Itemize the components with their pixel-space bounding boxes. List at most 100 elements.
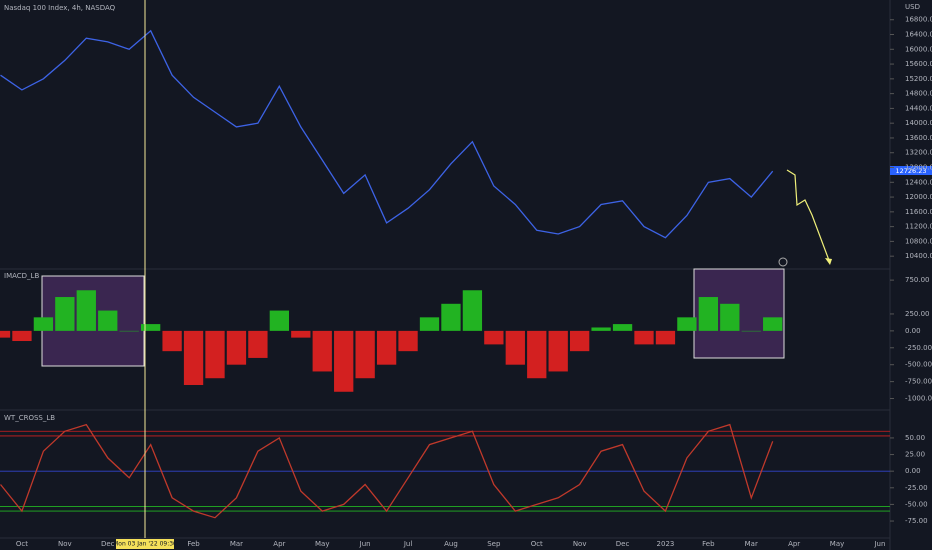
x-tick-label: Oct [531, 540, 543, 548]
arrow-head [825, 258, 832, 265]
y-tick-label: 25.00 [905, 451, 925, 459]
histogram-bar [376, 330, 397, 365]
y-tick-label: -750.00 [905, 378, 932, 386]
wt-line [0, 423, 774, 519]
histogram-bar [527, 330, 547, 379]
histogram-bar [419, 317, 440, 331]
y-tick-label: -250.00 [905, 344, 932, 352]
pane-title: IMACD_LB [4, 272, 39, 280]
price-line [0, 29, 774, 239]
histogram-bar [484, 330, 504, 345]
y-tick-label: 14400.00 [905, 104, 932, 112]
x-tick-label: Feb [702, 540, 715, 548]
crosshair-label: Mon 03 Jan '22 09:30 [113, 541, 177, 548]
crosshair-label-bg [116, 539, 174, 549]
x-tick-label: 2023 [657, 540, 675, 548]
histogram-bar [334, 330, 354, 392]
currency: USD [905, 3, 920, 11]
y-tick-label: 11200.00 [905, 223, 932, 231]
y-tick-label: 50.00 [905, 434, 925, 442]
projection-arrow [786, 169, 831, 264]
y-tick-label: 12400.00 [905, 178, 932, 186]
x-tick-label: Feb [187, 540, 200, 548]
y-tick-label: 12000.00 [905, 193, 932, 201]
x-tick-label: Dec [101, 540, 115, 548]
y-tick-label: 750.00 [905, 276, 930, 284]
y-tick-label: 10800.00 [905, 237, 932, 245]
histogram-bar [33, 317, 54, 331]
y-tick-label: 14800.00 [905, 90, 932, 98]
histogram-bar [12, 330, 32, 342]
x-tick-label: Nov [573, 540, 587, 548]
y-tick-label: -500.00 [905, 361, 932, 369]
histogram-bar [741, 330, 761, 332]
histogram-bar [162, 330, 182, 352]
x-tick-label: May [315, 540, 329, 548]
y-tick-label: -50.00 [905, 500, 928, 508]
histogram-bar [312, 330, 332, 372]
price-label-bg [890, 166, 932, 175]
histogram-bar [398, 330, 418, 352]
pane-title: WT_CROSS_LB [4, 414, 55, 422]
histogram-bar [634, 330, 654, 345]
histogram-bar [591, 327, 611, 331]
histogram-bar [441, 303, 461, 331]
y-tick-label: 16400.00 [905, 31, 932, 39]
y-tick-label: 250.00 [905, 310, 930, 318]
histogram-bar [355, 330, 375, 379]
y-tick-label: 0.00 [905, 327, 921, 335]
histogram-bar [98, 310, 118, 331]
histogram-bar [505, 330, 525, 365]
y-tick-label: 10400.00 [905, 252, 932, 260]
histogram-bar [720, 303, 740, 331]
x-tick-label: Dec [616, 540, 630, 548]
histogram-bar [548, 330, 568, 372]
histogram-bar [677, 317, 697, 331]
histogram-bar [119, 330, 139, 332]
x-tick-label: Jun [359, 540, 371, 548]
y-tick-label: -25.00 [905, 484, 928, 492]
histogram-bar [569, 330, 590, 352]
y-tick-label: 13200.00 [905, 149, 932, 157]
histogram-bar [763, 317, 783, 331]
x-tick-label: Jun [873, 540, 885, 548]
x-tick-label: Jul [403, 540, 413, 548]
x-tick-label: Sep [487, 540, 501, 548]
y-tick-label: 12800.00 [905, 164, 932, 172]
histogram-bar [655, 330, 676, 345]
histogram-bar [55, 297, 75, 331]
histogram-bar [612, 324, 633, 331]
y-tick-label: 14000.00 [905, 119, 932, 127]
histogram-bar [0, 330, 11, 338]
y-tick-label: -1000.00 [905, 395, 932, 403]
y-tick-label: 13600.00 [905, 134, 932, 142]
histogram-bar [183, 330, 204, 385]
x-tick-label: Nov [58, 540, 72, 548]
histogram-bar [462, 290, 483, 331]
histogram-bar [269, 310, 290, 331]
histogram-bar [226, 330, 247, 365]
marker [778, 257, 788, 267]
y-tick-label: 15600.00 [905, 60, 932, 68]
x-tick-label: Aug [444, 540, 458, 548]
y-tick-label: 0.00 [905, 467, 921, 475]
y-tick-label: 15200.00 [905, 75, 932, 83]
x-tick-label: Apr [788, 540, 800, 548]
y-tick-label: 16000.00 [905, 45, 932, 53]
x-tick-label: Oct [16, 540, 28, 548]
x-tick-label: Apr [273, 540, 285, 548]
histogram-bar [205, 330, 225, 379]
x-tick-label: May [830, 540, 844, 548]
histogram-bar [76, 290, 96, 331]
chart-title: Nasdaq 100 Index, 4h, NASDAQ [4, 4, 116, 12]
histogram-bar [291, 330, 311, 338]
histogram-bar [248, 330, 268, 358]
y-tick-label: 11600.00 [905, 208, 932, 216]
x-tick-label: Mar [230, 540, 243, 548]
x-tick-label: Mar [745, 540, 758, 548]
histogram-bar [140, 324, 161, 331]
price-label: 12726.23 [895, 167, 926, 175]
histogram-bar [698, 297, 719, 331]
